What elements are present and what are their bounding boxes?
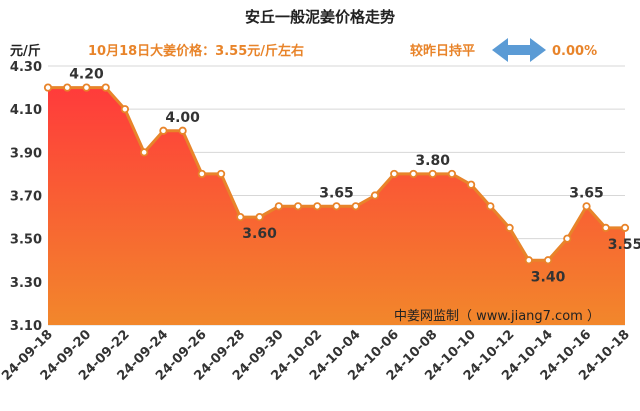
data-label-09-29: 3.60 <box>242 226 277 242</box>
y-tick-label: 3.30 <box>10 276 42 291</box>
data-point-09-26 <box>197 169 206 179</box>
y-axis-ticks: 3.10 3.30 3.50 3.70 3.90 4.10 4.30 <box>10 60 42 334</box>
y-tick-label: 4.10 <box>10 103 42 118</box>
y-axis-unit: 元/斤 <box>10 43 41 59</box>
y-tick-label: 3.70 <box>10 190 42 205</box>
data-point-09-29 <box>255 212 264 222</box>
data-point-10-05 <box>370 191 380 200</box>
data-point-10-15 <box>563 234 572 243</box>
price-note: 10月18日大姜价格：3.55元/斤左右 <box>88 43 304 59</box>
data-point-10-14 <box>543 256 553 265</box>
data-point-09-18 <box>43 83 53 92</box>
data-points <box>43 83 630 265</box>
data-point-10-07 <box>409 169 418 179</box>
data-point-10-01 <box>293 202 303 211</box>
data-point-10-09 <box>447 169 456 179</box>
data-point-09-23 <box>140 148 149 157</box>
data-point-10-13 <box>524 256 533 265</box>
data-point-10-16 <box>582 202 591 211</box>
data-point-09-24 <box>159 126 168 135</box>
change-label: 较昨日持平 <box>410 43 475 59</box>
data-point-09-30 <box>274 202 283 211</box>
y-tick-label: 3.90 <box>10 146 42 161</box>
data-label-10-08: 3.80 <box>415 153 450 169</box>
data-point-10-02 <box>313 202 322 211</box>
data-label-09-20: 4.20 <box>69 67 104 83</box>
data-point-09-20 <box>82 83 91 92</box>
data-label-10-16: 3.65 <box>569 185 604 201</box>
data-point-10-04 <box>351 202 360 211</box>
data-label-10-14: 3.40 <box>531 269 566 285</box>
data-label-09-25: 4.00 <box>165 110 200 126</box>
data-point-10-11 <box>486 202 495 211</box>
data-point-09-28 <box>236 212 245 222</box>
y-tick-label: 4.30 <box>10 60 42 75</box>
data-point-09-27 <box>217 169 226 179</box>
data-labels: 4.20 4.00 3.60 3.65 3.80 3.40 3.65 3.55 <box>69 67 640 286</box>
change-value: 0.00% <box>552 44 597 59</box>
y-tick-label: 3.50 <box>10 233 42 248</box>
x-axis-ticks: 24-09-1824-09-2024-09-2224-09-2424-09-26… <box>0 327 633 384</box>
y-tick-label: 3.10 <box>10 319 42 334</box>
data-point-10-06 <box>390 169 399 179</box>
data-point-09-25 <box>178 126 187 135</box>
data-label-10-03: 3.65 <box>319 185 354 201</box>
data-point-09-21 <box>101 83 110 92</box>
watermark: 中姜网监制（ www.jiang7.com ） <box>394 309 600 324</box>
chart-title: 安丘一般泥姜价格走势 <box>245 8 395 26</box>
data-point-10-17 <box>601 223 610 232</box>
data-point-10-08 <box>428 169 437 179</box>
data-point-10-03 <box>332 202 341 211</box>
data-label-10-18: 3.55 <box>608 237 640 253</box>
data-point-10-12 <box>505 223 514 232</box>
data-point-09-19 <box>63 83 72 92</box>
data-point-10-10 <box>467 180 476 189</box>
data-point-09-22 <box>120 105 130 114</box>
flat-change-arrow-icon <box>492 38 546 62</box>
data-point-10-18 <box>620 223 630 232</box>
